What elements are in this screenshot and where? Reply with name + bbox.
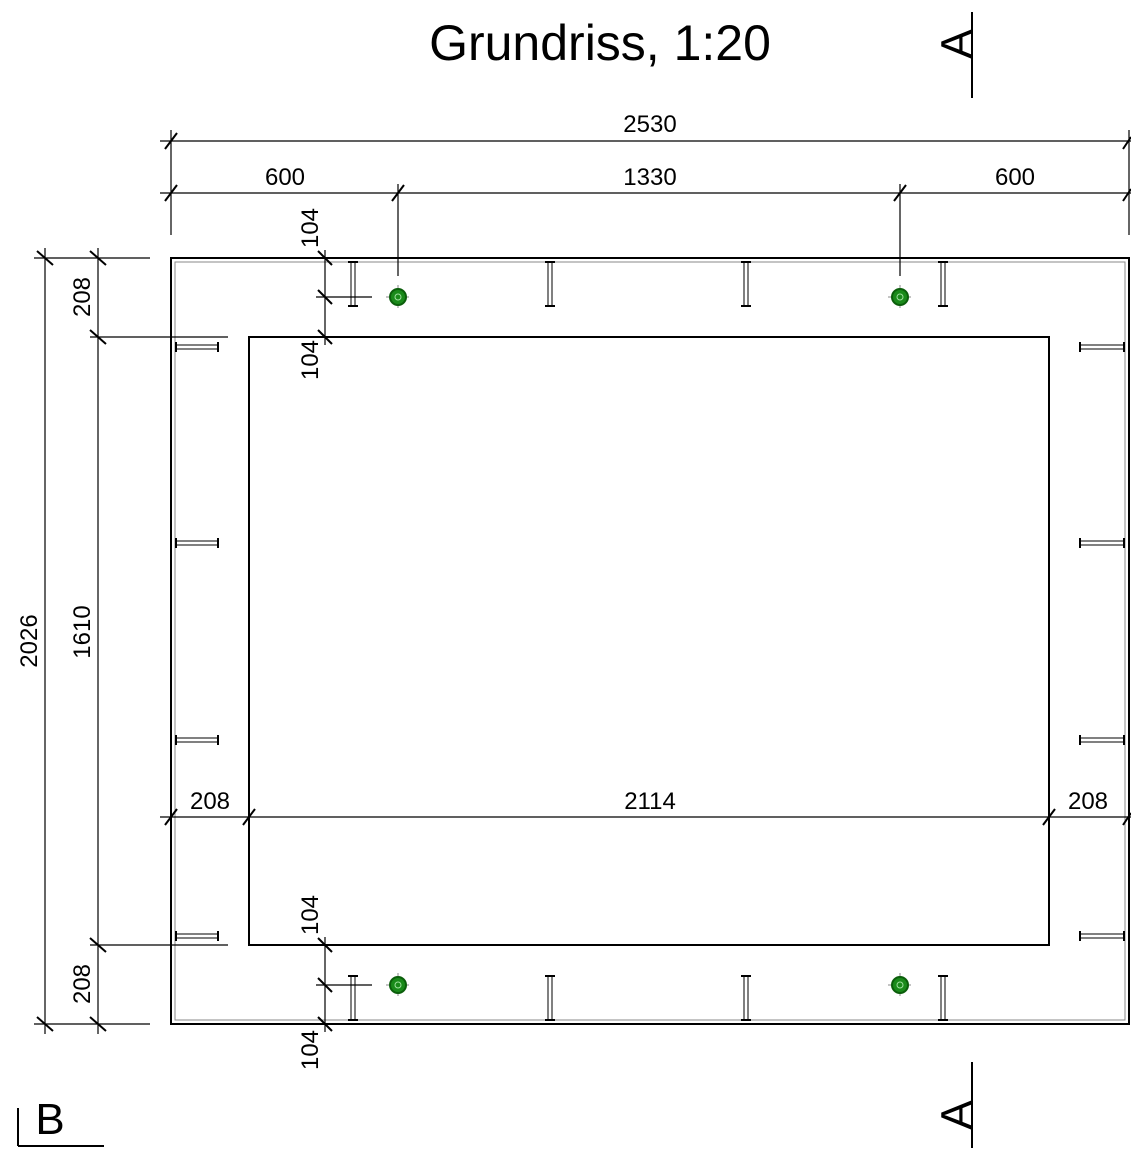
- dim-label-2114: 2114: [624, 788, 676, 815]
- section-label-a-bottom: A: [933, 1100, 982, 1130]
- anchor-point-top-left: [386, 285, 410, 309]
- dim-label-104-bottom-b: 104: [297, 1030, 324, 1070]
- dim-label-1610: 1610: [69, 605, 96, 658]
- anchor-point-bottom-right: [888, 973, 912, 997]
- dim-label-104-top-a: 104: [297, 208, 324, 248]
- bolt-symbol-bottom-2: [545, 975, 555, 1021]
- dimension-top-offset: 104 104: [297, 208, 372, 380]
- bolt-symbol-left-1: [175, 342, 219, 352]
- dim-label-208-left: 208: [190, 788, 230, 815]
- anchor-points: [386, 285, 912, 997]
- dimension-overall-width: 2530: [160, 111, 1131, 235]
- bolt-symbol-bottom-1: [348, 975, 358, 1021]
- section-label-a-top: A: [933, 29, 982, 59]
- bolt-symbol-top-4: [938, 261, 948, 307]
- bolt-symbol-right-2: [1079, 538, 1125, 548]
- section-marker-a-top: A: [933, 12, 982, 98]
- outer-frame: [170, 257, 1130, 1025]
- dimension-chain-left: 208 1610 208: [69, 248, 228, 1034]
- bolt-symbol-top-1: [348, 261, 358, 307]
- dim-label-208-bottom: 208: [69, 964, 96, 1004]
- dimension-overall-height: 2026: [16, 248, 150, 1034]
- bolt-symbol-left-4: [175, 931, 219, 941]
- section-label-b: B: [35, 1095, 64, 1144]
- section-marker-b: B: [17, 1095, 104, 1147]
- section-marker-a-bottom: A: [933, 1062, 982, 1148]
- anchor-point-bottom-left: [386, 973, 410, 997]
- dim-label-104-top-b: 104: [297, 340, 324, 380]
- dim-label-2026: 2026: [16, 614, 43, 667]
- dimension-chain-inner-width: 208 2114 208: [160, 788, 1131, 826]
- bolt-symbol-right-1: [1079, 342, 1125, 352]
- dimension-chain-top: 600 1330 600: [160, 164, 1131, 276]
- anchor-point-top-right: [888, 285, 912, 309]
- dim-label-600-right: 600: [995, 164, 1035, 191]
- bolt-symbol-right-4: [1079, 931, 1125, 941]
- bolt-symbols: [175, 261, 1125, 1021]
- dim-label-1330: 1330: [623, 164, 676, 191]
- dim-label-104-bottom-a: 104: [297, 895, 324, 935]
- dim-label-600-left: 600: [265, 164, 305, 191]
- dim-label-2530: 2530: [623, 111, 676, 138]
- bolt-symbol-bottom-3: [741, 975, 751, 1021]
- bolt-symbol-left-2: [175, 538, 219, 548]
- dim-label-208-top: 208: [69, 277, 96, 317]
- bolt-symbol-right-3: [1079, 735, 1125, 745]
- bolt-symbol-top-3: [741, 261, 751, 307]
- bolt-symbol-top-2: [545, 261, 555, 307]
- bolt-symbol-bottom-4: [938, 975, 948, 1021]
- bolt-symbol-left-3: [175, 735, 219, 745]
- dimension-bottom-offset: 104 104: [297, 895, 372, 1070]
- inner-opening: [248, 336, 1050, 946]
- drawing-title: Grundriss, 1:20: [429, 15, 771, 71]
- dim-label-208-right: 208: [1068, 788, 1108, 815]
